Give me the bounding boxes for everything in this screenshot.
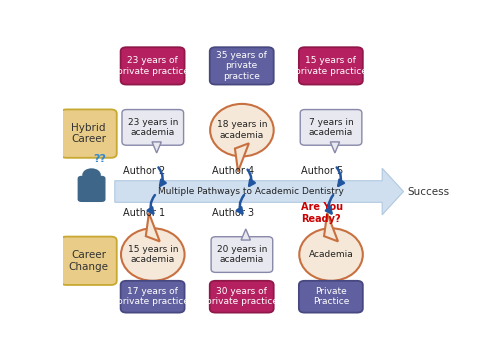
Text: Multiple Pathways to Academic Dentistry: Multiple Pathways to Academic Dentistry (158, 187, 344, 196)
Text: 20 years in
academia: 20 years in academia (216, 245, 267, 264)
Text: 23 years in
academia: 23 years in academia (128, 118, 178, 137)
Text: 23 years of
private practice: 23 years of private practice (116, 56, 188, 76)
Text: 7 years in
academia: 7 years in academia (308, 118, 354, 137)
Polygon shape (324, 213, 338, 241)
Text: 30 years of
private practice: 30 years of private practice (206, 287, 278, 306)
Polygon shape (330, 142, 340, 153)
FancyBboxPatch shape (210, 47, 274, 85)
FancyBboxPatch shape (299, 47, 363, 85)
FancyBboxPatch shape (120, 281, 184, 313)
Text: Success: Success (408, 187, 450, 196)
Text: Author 2: Author 2 (122, 166, 165, 176)
Ellipse shape (121, 228, 184, 281)
Polygon shape (241, 229, 250, 240)
Circle shape (82, 168, 101, 182)
Text: Author 5: Author 5 (301, 166, 343, 176)
FancyBboxPatch shape (210, 281, 274, 313)
Text: 35 years of
private
practice: 35 years of private practice (216, 51, 267, 81)
Ellipse shape (300, 228, 363, 281)
Text: Career
Change: Career Change (68, 250, 108, 271)
FancyBboxPatch shape (211, 237, 272, 272)
FancyBboxPatch shape (120, 47, 184, 85)
FancyBboxPatch shape (122, 109, 184, 145)
Text: 15 years of
private practice: 15 years of private practice (295, 56, 367, 76)
Text: Are You
Ready?: Are You Ready? (301, 202, 343, 224)
Polygon shape (115, 168, 404, 215)
FancyBboxPatch shape (300, 109, 362, 145)
Polygon shape (152, 142, 162, 153)
FancyBboxPatch shape (60, 109, 117, 158)
FancyBboxPatch shape (60, 237, 117, 285)
Text: ??: ?? (94, 154, 106, 164)
FancyBboxPatch shape (78, 176, 106, 202)
Text: 18 years in
academia: 18 years in academia (216, 121, 267, 140)
Text: Private
Practice: Private Practice (312, 287, 349, 306)
Text: 17 years of
private practice: 17 years of private practice (116, 287, 188, 306)
Text: 15 years in
academia: 15 years in academia (128, 245, 178, 264)
Polygon shape (235, 143, 249, 172)
Text: Author 3: Author 3 (212, 208, 254, 218)
Text: Author 1: Author 1 (122, 208, 164, 218)
Ellipse shape (210, 104, 274, 157)
Text: Academia: Academia (308, 250, 354, 259)
Polygon shape (146, 213, 160, 241)
Text: Hybrid
Career: Hybrid Career (71, 123, 106, 144)
Text: Author 4: Author 4 (212, 166, 254, 176)
FancyBboxPatch shape (299, 281, 363, 313)
